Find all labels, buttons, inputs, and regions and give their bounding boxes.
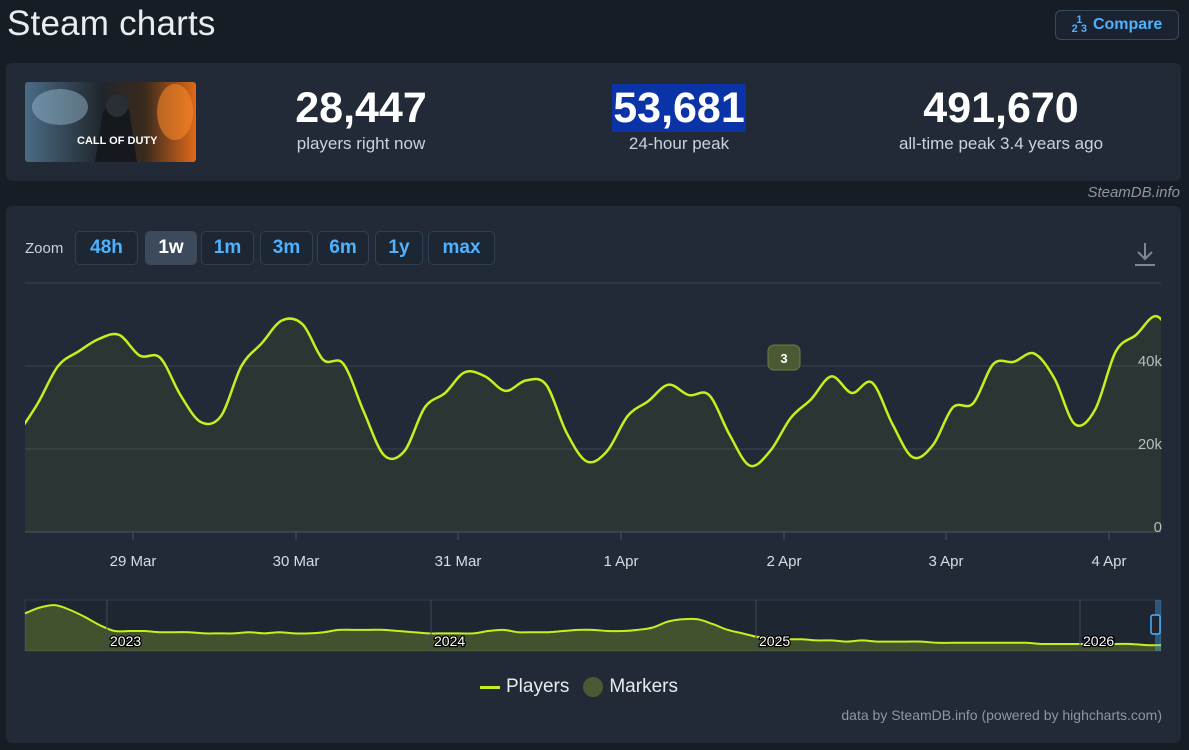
24h-peak-wrap: 53,681	[566, 83, 792, 133]
zoom-button-1y[interactable]: 1y	[375, 231, 423, 265]
compare-label: Compare	[1092, 16, 1163, 33]
current-players-label: players right now	[296, 134, 426, 153]
chart-legend: Players Markers	[480, 676, 678, 698]
alltime-peak-value: 491,670	[923, 84, 1079, 132]
x-tick-label: 1 Apr	[603, 553, 638, 570]
stats-panel: CALL OF DUTY 28,447 players right now 53…	[6, 63, 1181, 181]
legend-players-label: Players	[506, 676, 570, 697]
zoom-button-3m[interactable]: 3m	[260, 231, 313, 265]
x-tick-label: 3 Apr	[928, 553, 963, 570]
marker-badge[interactable]	[767, 344, 801, 371]
y-tick-label: 40k	[1138, 353, 1163, 370]
legend-markers-label: Markers	[609, 676, 678, 697]
24h-peak-label: 24-hour peak	[628, 134, 730, 153]
stat-24h-peak: 53,681 24-hour peak	[566, 83, 792, 154]
players-area	[25, 316, 1161, 532]
zoom-button-max[interactable]: max	[428, 231, 495, 265]
navigator-year-label: 2023	[110, 633, 141, 649]
stat-alltime-peak: 491,670 all-time peak 3.4 years ago	[866, 83, 1136, 154]
capsule-text: CALL OF DUTY	[77, 135, 158, 147]
navigator-year-label: 2026	[1083, 633, 1114, 649]
x-tick-label: 29 Mar	[110, 553, 157, 570]
zoom-button-1m[interactable]: 1m	[201, 231, 254, 265]
download-icon[interactable]	[1133, 241, 1157, 267]
stat-current-players: 28,447 players right now	[246, 83, 476, 154]
legend-item-players[interactable]: Players	[480, 676, 569, 698]
navigator-year-label: 2024	[434, 633, 465, 649]
navigator-area	[25, 605, 1161, 651]
chart-panel	[6, 206, 1181, 743]
y-tick-label: 20k	[1138, 436, 1163, 453]
navigator-year-label: 2025	[759, 633, 790, 649]
x-tick-label: 30 Mar	[273, 553, 320, 570]
legend-line-swatch	[480, 685, 500, 689]
x-tick-label: 4 Apr	[1091, 553, 1126, 570]
current-players-value: 28,447	[295, 84, 427, 132]
marker-label: 3	[780, 351, 787, 366]
page-title: Steam charts	[7, 4, 216, 43]
zoom-button-48h[interactable]: 48h	[75, 231, 138, 265]
zoom-button-1w[interactable]: 1w	[145, 231, 197, 265]
navigator-handle[interactable]	[1150, 614, 1161, 635]
game-capsule-image[interactable]: CALL OF DUTY	[25, 82, 196, 162]
x-tick-label: 31 Mar	[435, 553, 482, 570]
players-series-line[interactable]	[17, 314, 1189, 468]
alltime-peak-label[interactable]: all-time peak 3.4 years ago	[898, 134, 1104, 153]
zoom-button-6m[interactable]: 6m	[317, 231, 369, 265]
x-tick-label: 2 Apr	[766, 553, 801, 570]
navigator-line	[24, 604, 1162, 647]
y-tick-label: 0	[1154, 519, 1162, 536]
steamdb-credit[interactable]: SteamDB.info	[1087, 184, 1180, 201]
legend-item-markers[interactable]: Markers	[583, 676, 678, 698]
legend-dot-swatch	[583, 677, 604, 697]
zoom-label: Zoom	[25, 240, 64, 257]
footer-credit[interactable]: data by SteamDB.info (powered by highcha…	[841, 707, 1162, 723]
24h-peak-value: 53,681	[612, 84, 746, 132]
